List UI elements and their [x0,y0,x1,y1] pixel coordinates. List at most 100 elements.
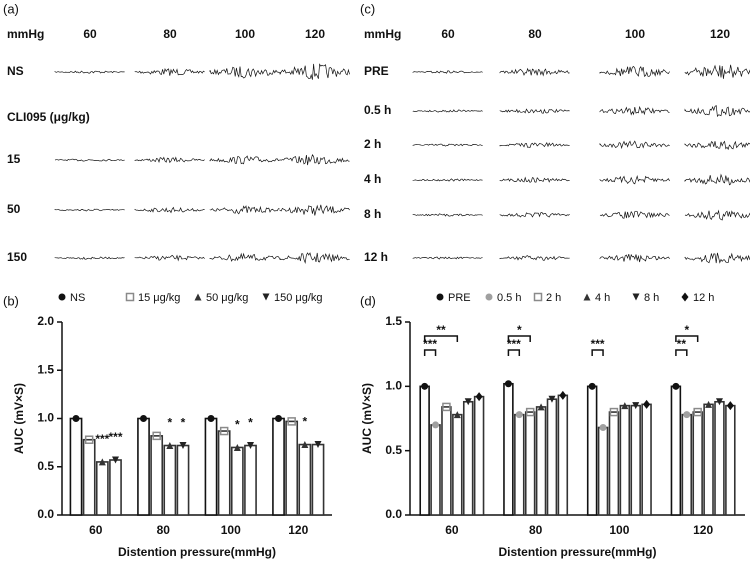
mean-marker [705,400,713,408]
emg-trace [134,156,205,164]
mean-marker [207,415,215,422]
x-tick-label: 60 [89,523,103,537]
bar [619,404,631,516]
mean-marker [301,441,309,449]
panel-label: (b) [3,293,19,308]
emg-trace [599,140,670,150]
x-tick-label: 120 [288,523,308,537]
significance: *** [423,337,437,351]
bar [462,400,474,516]
emg-trace [209,252,280,262]
mean-marker [726,401,734,411]
mean-marker [559,390,567,400]
legend-label: 0.5 h [497,292,521,304]
y-axis-title: AUC (mV×S) [360,383,374,454]
emg-trace [209,66,280,79]
emg-trace [412,178,483,182]
legend-label: 12 h [693,292,714,304]
bar [217,430,231,516]
significance: *** [108,430,122,444]
mean-marker [643,399,651,409]
bar [597,426,609,516]
mean-marker [111,456,119,464]
emg-trace [54,208,125,212]
mean-marker [84,435,94,444]
y-tick-label: 0.5 [37,459,54,473]
emg-trace [599,174,670,185]
bar [503,382,514,516]
mean-marker [219,426,229,436]
emg-trace [499,142,570,148]
legend-marker [583,293,591,301]
legend-label: 4 h [595,292,610,304]
emg-trace [209,205,280,215]
significance: * [235,418,240,432]
emg-trace [54,158,125,162]
header: mmHg [364,27,401,41]
mean-marker [715,398,723,406]
mean-marker [599,424,607,432]
mean-marker [672,382,680,390]
emg-trace [412,109,483,113]
x-axis-title: Distention pressure(mmHg) [498,545,656,559]
mean-marker [515,411,523,419]
x-tick-label: 80 [529,523,543,537]
x-tick-label: 100 [221,523,241,537]
significance: * [684,323,689,337]
mean-marker [287,417,296,426]
mean-marker [442,402,451,412]
bar [82,438,96,516]
bar [419,385,430,516]
mean-marker [314,441,322,449]
mean-marker [548,395,556,403]
significance: * [517,323,522,337]
y-tick-label: 1.5 [385,314,402,328]
pressure-label: 120 [305,27,325,41]
mean-marker [632,402,640,410]
panel-label: (d) [360,293,376,308]
significance-bracket [507,349,521,356]
mean-marker [72,415,80,422]
bar [714,400,725,516]
bar [176,444,190,516]
emg-trace [134,254,205,262]
emg-trace [599,253,670,263]
significance: *** [507,337,521,351]
pressure-label: 80 [528,27,542,41]
emg-trace [279,252,350,265]
mean-marker [421,382,429,390]
legend-label: 15 μg/kg [138,292,180,304]
bar [452,413,463,516]
row-label: 8 h [364,207,381,221]
emg-trace [54,256,125,260]
bar [535,406,547,516]
bar [692,411,703,516]
emg-trace [599,105,670,116]
pressure-label: 60 [83,27,97,41]
y-tick-label: 0.5 [385,443,402,457]
emg-trace [684,209,750,221]
significance: ** [677,337,687,351]
bar [514,413,525,516]
legend-marker [681,292,689,302]
mean-marker [152,431,161,441]
legend-marker [436,293,444,301]
bar [586,385,598,516]
emg-trace [684,64,750,79]
legend-marker [262,293,270,301]
emg-trace [279,204,350,216]
significance-bracket [423,335,459,342]
mean-marker [179,442,187,450]
emg-trace [599,210,670,219]
emg-trace [684,104,750,118]
significance: * [248,416,253,430]
mean-marker [233,443,241,451]
emg-trace [412,256,483,260]
legend-marker [125,292,135,302]
row-label: 15 [7,152,21,166]
row-label: 2 h [364,137,381,151]
mean-marker [166,442,174,450]
bar [69,417,83,516]
mean-marker [609,407,619,417]
emg-trace [684,140,750,151]
